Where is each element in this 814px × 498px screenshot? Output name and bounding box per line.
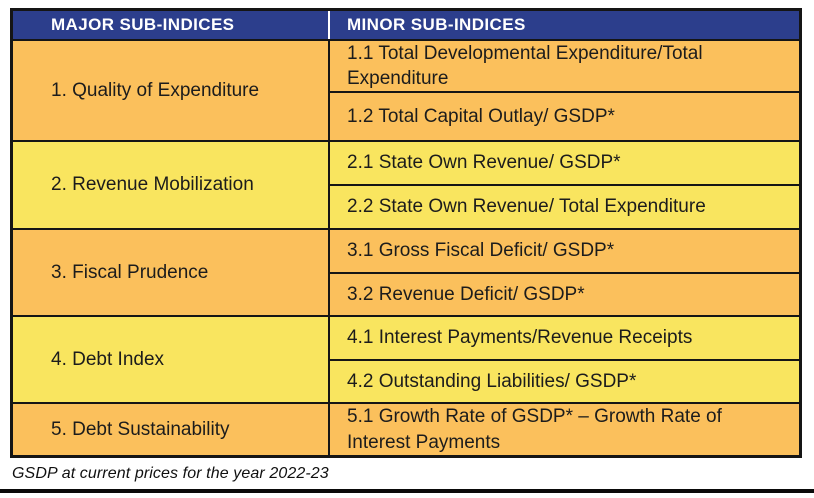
minor-cell: 4.2 Outstanding Liabilities/ GSDP* bbox=[330, 358, 799, 403]
minor-cell: 2.2 State Own Revenue/ Total Expenditure bbox=[330, 184, 799, 228]
minor-cell: 3.2 Revenue Deficit/ GSDP* bbox=[330, 271, 799, 316]
minor-cell-group: 1.1 Total Developmental Expenditure/Tota… bbox=[328, 41, 799, 140]
major-cell: 1. Quality of Expenditure bbox=[51, 79, 260, 101]
indices-table: MAJOR SUB-INDICES MINOR SUB-INDICES 1. Q… bbox=[10, 8, 802, 458]
minor-cell: 4.1 Interest Payments/Revenue Receipts bbox=[347, 327, 693, 349]
table-row: 5. Debt Sustainability 5.1 Growth Rate o… bbox=[13, 402, 799, 455]
minor-cell: 1.2 Total Capital Outlay/ GSDP* bbox=[330, 91, 799, 140]
header-cell-major: MAJOR SUB-INDICES bbox=[51, 15, 235, 34]
table-header-row: MAJOR SUB-INDICES MINOR SUB-INDICES bbox=[13, 11, 799, 41]
bottom-rule bbox=[0, 489, 814, 493]
table-row: 1. Quality of Expenditure 1.1 Total Deve… bbox=[13, 41, 799, 140]
major-cell: 4. Debt Index bbox=[51, 348, 165, 370]
minor-cell-group: 5.1 Growth Rate of GSDP* – Growth Rate o… bbox=[328, 404, 799, 455]
header-cell-minor: MINOR SUB-INDICES bbox=[328, 11, 799, 39]
major-cell: 2. Revenue Mobilization bbox=[51, 174, 254, 196]
minor-cell: 1.1 Total Developmental Expenditure/Tota… bbox=[347, 43, 703, 90]
minor-cell-group: 2.1 State Own Revenue/ GSDP* 2.2 State O… bbox=[328, 142, 799, 228]
major-cell: 3. Fiscal Prudence bbox=[51, 261, 209, 283]
footnote: GSDP at current prices for the year 2022… bbox=[12, 465, 329, 482]
table-row: 2. Revenue Mobilization 2.1 State Own Re… bbox=[13, 140, 799, 228]
minor-cell: 5.1 Growth Rate of GSDP* – Growth Rate o… bbox=[347, 406, 722, 453]
major-cell: 5. Debt Sustainability bbox=[51, 418, 230, 440]
table-row: 4. Debt Index 4.1 Interest Payments/Reve… bbox=[13, 315, 799, 402]
table-row: 3. Fiscal Prudence 3.1 Gross Fiscal Defi… bbox=[13, 228, 799, 315]
minor-cell-group: 3.1 Gross Fiscal Deficit/ GSDP* 3.2 Reve… bbox=[328, 230, 799, 315]
minor-cell: 2.1 State Own Revenue/ GSDP* bbox=[347, 152, 621, 174]
minor-cell: 3.1 Gross Fiscal Deficit/ GSDP* bbox=[347, 240, 615, 262]
minor-cell-group: 4.1 Interest Payments/Revenue Receipts 4… bbox=[328, 317, 799, 402]
